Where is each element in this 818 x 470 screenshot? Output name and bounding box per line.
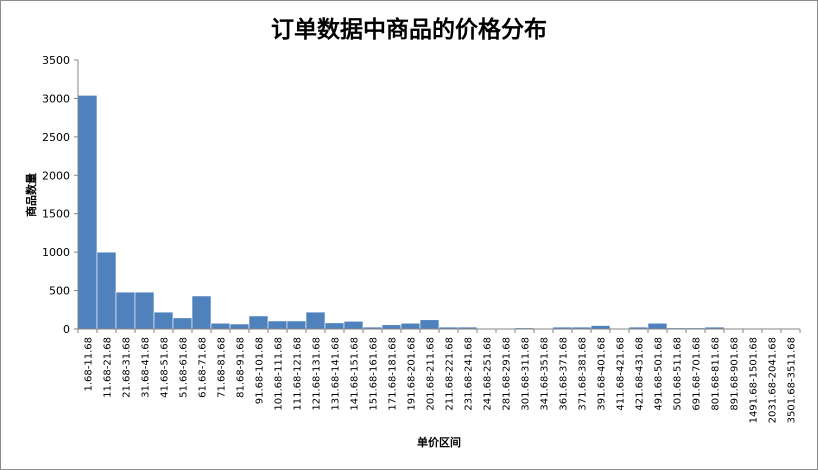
y-tick-label-5: 2500 bbox=[42, 131, 70, 144]
bar-1 bbox=[77, 95, 98, 330]
x-tick-label-17: 171.68-181.68 bbox=[388, 337, 399, 411]
x-tick-label-15: 141.68-151.68 bbox=[350, 337, 361, 411]
bar-12 bbox=[286, 320, 307, 330]
x-tick-label-2: 11.68-21.68 bbox=[103, 337, 114, 398]
x-tick-label-28: 391.68-401.68 bbox=[597, 337, 608, 411]
bar-9 bbox=[229, 323, 250, 330]
x-tick-label-14: 131.68-141.68 bbox=[331, 337, 342, 411]
bar-19 bbox=[419, 319, 440, 330]
x-tick-label-13: 121.68-131.68 bbox=[312, 337, 323, 411]
y-tick-label-4: 2000 bbox=[42, 169, 70, 182]
bar-2 bbox=[96, 251, 117, 330]
bar-10 bbox=[248, 315, 269, 330]
x-tick-label-18: 191.68-201.68 bbox=[407, 337, 418, 411]
plot-area: 0 500 1000 1500 2000 2500 3000 3500 1.68-11.68 11… bbox=[42, 54, 801, 423]
x-tick-label-3: 21.68-31.68 bbox=[122, 337, 133, 398]
bar-28 bbox=[590, 325, 611, 330]
x-tick-label-22: 241.68-251.68 bbox=[483, 337, 494, 411]
bar-14 bbox=[324, 322, 345, 330]
bar-31 bbox=[647, 322, 668, 330]
bar-8 bbox=[210, 322, 231, 330]
x-tick-label-29: 411.68-421.68 bbox=[616, 337, 627, 411]
y-tick-label-0: 0 bbox=[63, 323, 70, 336]
x-tick-label-32: 501.68-511.68 bbox=[673, 337, 684, 411]
x-axis-title: 单价区间 bbox=[417, 435, 461, 449]
y-axis-title: 商品数量 bbox=[24, 173, 38, 217]
x-tick-label-16: 151.68-161.68 bbox=[369, 337, 380, 411]
bar-3 bbox=[115, 291, 136, 330]
x-tick-label-1: 1.68-11.68 bbox=[84, 337, 95, 392]
x-tick-label-7: 61.68-71.68 bbox=[198, 337, 209, 398]
bar-7 bbox=[191, 295, 212, 330]
x-tick-label-36: 1491.68-1501.68 bbox=[749, 337, 760, 423]
bar-6 bbox=[172, 317, 193, 330]
y-tick-label-7: 3500 bbox=[42, 54, 70, 67]
bar-11 bbox=[267, 320, 288, 330]
bar-15 bbox=[343, 321, 364, 330]
x-tick-label-12: 111.68-121.68 bbox=[293, 337, 304, 411]
bar-18 bbox=[400, 322, 421, 330]
x-tick-label-27: 371.68-381.68 bbox=[578, 337, 589, 411]
x-tick-label-9: 81.68-91.68 bbox=[236, 337, 247, 398]
x-tick-label-5: 41.68-51.68 bbox=[160, 337, 171, 398]
x-tick-label-21: 231.68-241.68 bbox=[464, 337, 475, 411]
bar-17 bbox=[381, 324, 402, 330]
x-tick-label-37: 2031.68-2041.68 bbox=[768, 337, 779, 423]
x-tick-label-31: 491.68-501.68 bbox=[654, 337, 665, 411]
x-tick-label-4: 31.68-41.68 bbox=[141, 337, 152, 398]
x-tick-label-11: 101.68-111.68 bbox=[274, 337, 285, 411]
bar-4 bbox=[134, 291, 155, 330]
x-tick-label-19: 201.68-211.68 bbox=[426, 337, 437, 411]
bar-5 bbox=[153, 311, 174, 330]
x-tick-label-34: 801.68-811.68 bbox=[711, 337, 722, 411]
x-tick-label-20: 211.68-221.68 bbox=[445, 337, 456, 411]
bar-13 bbox=[305, 311, 326, 330]
y-tick-label-3: 1500 bbox=[42, 208, 70, 221]
y-tick-label-6: 3000 bbox=[42, 92, 70, 105]
x-tick-label-25: 341.68-351.68 bbox=[540, 337, 551, 411]
y-tick-label-1: 500 bbox=[49, 285, 70, 298]
x-tick-label-6: 51.68-61.68 bbox=[179, 337, 190, 398]
x-tick-label-30: 421.68-431.68 bbox=[635, 337, 646, 411]
x-tick-label-35: 891.68-901.68 bbox=[730, 337, 741, 411]
x-tick-label-26: 361.68-371.68 bbox=[559, 337, 570, 411]
x-tick-label-38: 3501.68-3511.68 bbox=[787, 337, 798, 423]
chart-title: 订单数据中商品的价格分布 bbox=[271, 16, 547, 43]
x-tick-label-8: 71.68-81.68 bbox=[217, 337, 228, 398]
y-tick-label-2: 1000 bbox=[42, 246, 70, 259]
x-tick-label-24: 301.68-311.68 bbox=[521, 337, 532, 411]
x-tick-label-23: 281.68-291.68 bbox=[502, 337, 513, 411]
x-tick-label-33: 691.68-701.68 bbox=[692, 337, 703, 411]
x-tick-label-10: 91.68-101.68 bbox=[255, 337, 266, 404]
